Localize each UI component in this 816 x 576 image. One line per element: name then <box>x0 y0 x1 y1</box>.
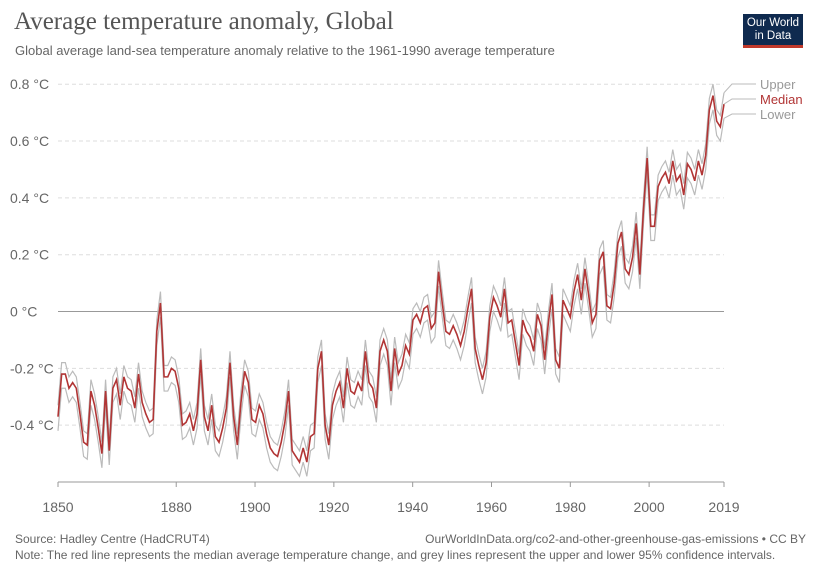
chart-title: Average temperature anomaly, Global <box>14 8 394 35</box>
y-tick-label: 0.8 °C <box>10 76 49 92</box>
x-tick-label: 2019 <box>708 499 739 515</box>
source-url-link[interactable]: OurWorldInData.org/co2-and-other-greenho… <box>425 532 806 546</box>
legend-leader-line <box>723 113 756 119</box>
y-tick-label: -0.2 °C <box>10 360 54 376</box>
y-tick-label: 0 °C <box>10 304 37 320</box>
y-tick-label: 0.4 °C <box>10 190 49 206</box>
chart-subtitle: Global average land-sea temperature anom… <box>15 43 555 58</box>
y-tick-label: 0.2 °C <box>10 247 49 263</box>
legend-leader-line <box>723 98 756 105</box>
x-tick-label: 1880 <box>161 499 192 515</box>
legend-leader-line <box>723 83 756 94</box>
legend-label-median: Median <box>760 92 803 107</box>
x-tick-label: 1900 <box>239 499 270 515</box>
owid-logo[interactable]: Our World in Data <box>743 14 803 48</box>
x-tick-label: 1920 <box>318 499 349 515</box>
x-tick-label: 2000 <box>634 499 665 515</box>
x-tick-label: 1980 <box>555 499 586 515</box>
x-tick-label: 1960 <box>476 499 507 515</box>
y-tick-label: -0.4 °C <box>10 417 54 433</box>
note-text: Note: The red line represents the median… <box>15 548 776 562</box>
upper-ci-line <box>57 84 725 453</box>
x-tick-label: 1940 <box>397 499 428 515</box>
median-line <box>57 95 725 465</box>
y-tick-label: 0.6 °C <box>10 133 49 149</box>
legend-label-lower: Lower <box>760 107 796 122</box>
logo-line-1: Our World <box>746 17 800 29</box>
logo-line-2: in Data <box>754 30 792 42</box>
legend-label-upper: Upper <box>760 77 796 92</box>
x-tick-label: 1850 <box>42 499 73 515</box>
source-text: Source: Hadley Centre (HadCRUT4) <box>15 532 210 546</box>
lower-ci-line <box>57 109 725 478</box>
